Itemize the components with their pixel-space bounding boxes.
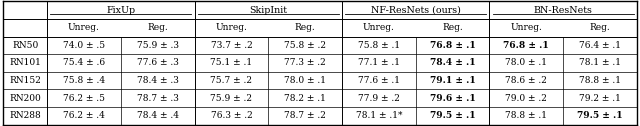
Text: 78.1 ± .1: 78.1 ± .1	[579, 58, 621, 68]
Text: 79.2 ± .1: 79.2 ± .1	[579, 94, 621, 103]
Text: Unreg.: Unreg.	[68, 23, 100, 32]
Text: 76.2 ± .4: 76.2 ± .4	[63, 111, 105, 120]
Text: 78.4 ± .3: 78.4 ± .3	[137, 76, 179, 85]
Text: 79.5 ± .1: 79.5 ± .1	[429, 111, 476, 120]
Text: 78.7 ± .2: 78.7 ± .2	[284, 111, 326, 120]
Text: 76.4 ± .1: 76.4 ± .1	[579, 41, 621, 50]
Text: 73.7 ± .2: 73.7 ± .2	[211, 41, 252, 50]
Text: Unreg.: Unreg.	[510, 23, 542, 32]
Text: RN101: RN101	[9, 58, 41, 68]
Text: 75.1 ± .1: 75.1 ± .1	[211, 58, 253, 68]
Text: 78.2 ± .1: 78.2 ± .1	[284, 94, 326, 103]
Text: 76.3 ± .2: 76.3 ± .2	[211, 111, 252, 120]
Text: 76.2 ± .5: 76.2 ± .5	[63, 94, 105, 103]
Text: 78.1 ± .1*: 78.1 ± .1*	[356, 111, 402, 120]
Text: 79.1 ± .1: 79.1 ± .1	[429, 76, 476, 85]
Text: 78.4 ± .4: 78.4 ± .4	[137, 111, 179, 120]
Text: RN50: RN50	[12, 41, 38, 50]
Text: 76.8 ± .1: 76.8 ± .1	[504, 41, 549, 50]
Text: 78.8 ± .1: 78.8 ± .1	[505, 111, 547, 120]
Text: 78.0 ± .1: 78.0 ± .1	[284, 76, 326, 85]
Text: 75.9 ± .2: 75.9 ± .2	[211, 94, 252, 103]
Text: Unreg.: Unreg.	[216, 23, 248, 32]
Text: 75.7 ± .2: 75.7 ± .2	[211, 76, 252, 85]
Text: NF-ResNets (ours): NF-ResNets (ours)	[371, 6, 461, 15]
Text: 78.6 ± .2: 78.6 ± .2	[506, 76, 547, 85]
Text: 79.0 ± .2: 79.0 ± .2	[506, 94, 547, 103]
Text: 74.0 ± .5: 74.0 ± .5	[63, 41, 105, 50]
Text: RN200: RN200	[10, 94, 41, 103]
Text: 77.1 ± .1: 77.1 ± .1	[358, 58, 400, 68]
Text: Reg.: Reg.	[147, 23, 168, 32]
Text: 78.7 ± .3: 78.7 ± .3	[137, 94, 179, 103]
Text: 76.8 ± .1: 76.8 ± .1	[429, 41, 476, 50]
Text: 79.6 ± .1: 79.6 ± .1	[429, 94, 476, 103]
Text: RN288: RN288	[10, 111, 41, 120]
Text: 77.6 ± .3: 77.6 ± .3	[137, 58, 179, 68]
Text: BN-ResNets: BN-ResNets	[534, 6, 593, 15]
Text: SkipInit: SkipInit	[249, 6, 287, 15]
Text: Reg.: Reg.	[589, 23, 611, 32]
Text: 78.4 ± .1: 78.4 ± .1	[429, 58, 476, 68]
Text: 79.5 ± .1: 79.5 ± .1	[577, 111, 623, 120]
Text: 77.6 ± .1: 77.6 ± .1	[358, 76, 400, 85]
Text: 77.3 ± .2: 77.3 ± .2	[284, 58, 326, 68]
Text: 75.4 ± .6: 75.4 ± .6	[63, 58, 105, 68]
Text: 78.0 ± .1: 78.0 ± .1	[505, 58, 547, 68]
Text: FixUp: FixUp	[106, 6, 136, 15]
Text: Reg.: Reg.	[442, 23, 463, 32]
Text: 75.8 ± .4: 75.8 ± .4	[63, 76, 105, 85]
Text: Unreg.: Unreg.	[363, 23, 395, 32]
Text: 75.8 ± .1: 75.8 ± .1	[358, 41, 400, 50]
Text: 75.9 ± .3: 75.9 ± .3	[137, 41, 179, 50]
Text: 77.9 ± .2: 77.9 ± .2	[358, 94, 400, 103]
Text: Reg.: Reg.	[295, 23, 316, 32]
Text: RN152: RN152	[9, 76, 41, 85]
Text: 78.8 ± .1: 78.8 ± .1	[579, 76, 621, 85]
Text: 75.8 ± .2: 75.8 ± .2	[284, 41, 326, 50]
